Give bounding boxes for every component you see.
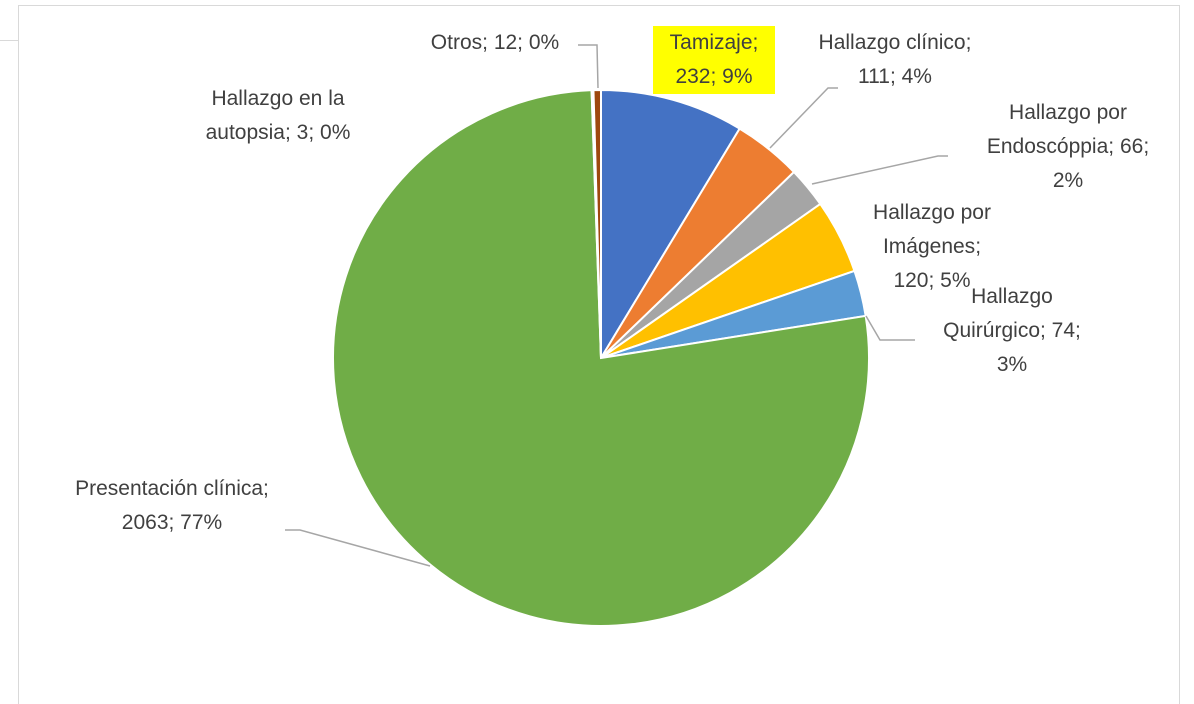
label-separator: ; — [889, 65, 902, 88]
label-percent: 2% — [1052, 169, 1084, 192]
label-separator: ; — [752, 31, 759, 54]
label-category: Presentación clínica — [75, 477, 264, 500]
leader-line — [769, 87, 838, 149]
label-percent: 0% — [320, 121, 351, 144]
label-separator: ; — [517, 31, 529, 54]
data-label: Hallazgo por Endoscóppia; 66; 2% — [977, 96, 1159, 198]
leader-line — [811, 155, 948, 185]
label-category: Hallazgo clínico — [818, 31, 966, 54]
label-separator: ; — [710, 65, 723, 88]
label-percent: 4% — [901, 65, 932, 88]
label-separator: ; — [482, 31, 494, 54]
label-separator: ; — [1108, 135, 1120, 158]
label-category: Hallazgo por Endoscóppia — [986, 101, 1127, 158]
label-value: 2063 — [121, 511, 169, 534]
data-label: Hallazgo en la autopsia; 3; 0% — [192, 82, 364, 150]
data-label: Hallazgo por Imágenes; 120; 5% — [861, 196, 1003, 298]
label-percent: 5% — [940, 269, 971, 292]
label-separator: ; — [965, 31, 972, 54]
label-value: 66 — [1119, 135, 1144, 158]
leader-line — [578, 44, 599, 89]
pie-slice — [592, 88, 602, 359]
data-label: Hallazgo clínico; 111; 4% — [799, 26, 991, 94]
label-category: Hallazgo por Imágenes — [873, 201, 991, 258]
label-percent: 77% — [180, 511, 223, 534]
data-label: Hallazgo Quirúrgico; 74; 3% — [928, 280, 1096, 382]
label-separator: ; — [308, 121, 321, 144]
leader-line — [285, 529, 431, 567]
label-category: Hallazgo Quirúrgico — [943, 285, 1053, 342]
label-value: 111 — [858, 65, 890, 88]
label-value: 12 — [493, 31, 518, 54]
label-category: Hallazgo en la autopsia — [205, 87, 345, 144]
pie-slice — [600, 88, 742, 362]
label-percent: 9% — [722, 65, 753, 88]
label-separator: ; — [168, 511, 181, 534]
label-separator: ; — [1075, 319, 1081, 342]
leader-line — [865, 315, 915, 341]
label-value: 232 — [675, 65, 711, 88]
label-category: Tamizaje — [669, 31, 753, 54]
label-separator: ; — [928, 269, 941, 292]
label-percent: 3% — [996, 353, 1028, 376]
label-separator: ; — [975, 235, 982, 258]
pie-slice — [332, 89, 870, 627]
data-label: Otros; 12; 0% — [385, 26, 605, 60]
label-separator: ; — [263, 477, 269, 500]
label-value: 120 — [893, 269, 929, 292]
label-category: Otros — [430, 31, 483, 54]
label-separator: ; — [1143, 135, 1150, 158]
data-label: Presentación clínica; 2063; 77% — [72, 472, 272, 540]
label-value: 3 — [296, 121, 309, 144]
label-value: 74 — [1051, 319, 1076, 342]
label-separator: ; — [285, 121, 297, 144]
data-label: Tamizaje; 232; 9% — [653, 26, 775, 94]
label-percent: 0% — [528, 31, 560, 54]
label-separator: ; — [1040, 319, 1052, 342]
